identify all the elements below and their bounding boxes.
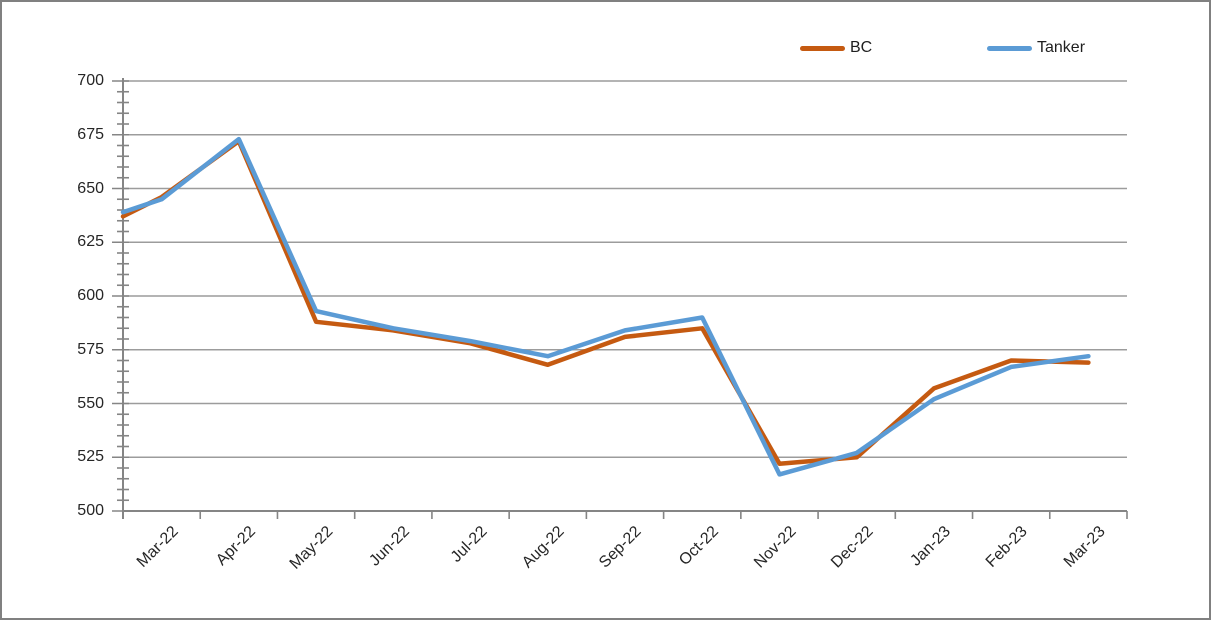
y-axis-tick-label: 650	[77, 179, 104, 197]
y-axis-tick-label: 625	[77, 233, 104, 251]
bc-line-series[interactable]	[120, 138, 1091, 466]
tanker-legend-label: Tanker	[1037, 39, 1086, 56]
tanker-line-series[interactable]	[120, 136, 1091, 477]
y-axis-tick-label: 675	[77, 125, 104, 143]
y-axis-tick-label: 700	[77, 72, 104, 89]
legend-entry-bc[interactable]: BC	[800, 38, 872, 58]
bc-legend-label: BC	[850, 39, 873, 56]
y-axis-tick-label: 600	[77, 287, 104, 304]
legend-entry-tanker[interactable]: Tanker	[987, 38, 1085, 58]
y-axis-tick-label: 575	[77, 340, 104, 358]
tanker-legend-swatch-icon	[987, 45, 1032, 51]
bc-legend-swatch-icon	[800, 45, 845, 51]
y-axis-tick-label: 500	[77, 502, 104, 519]
y-axis-tick-label: 525	[77, 448, 104, 466]
y-axis-tick-label: 550	[77, 394, 104, 412]
